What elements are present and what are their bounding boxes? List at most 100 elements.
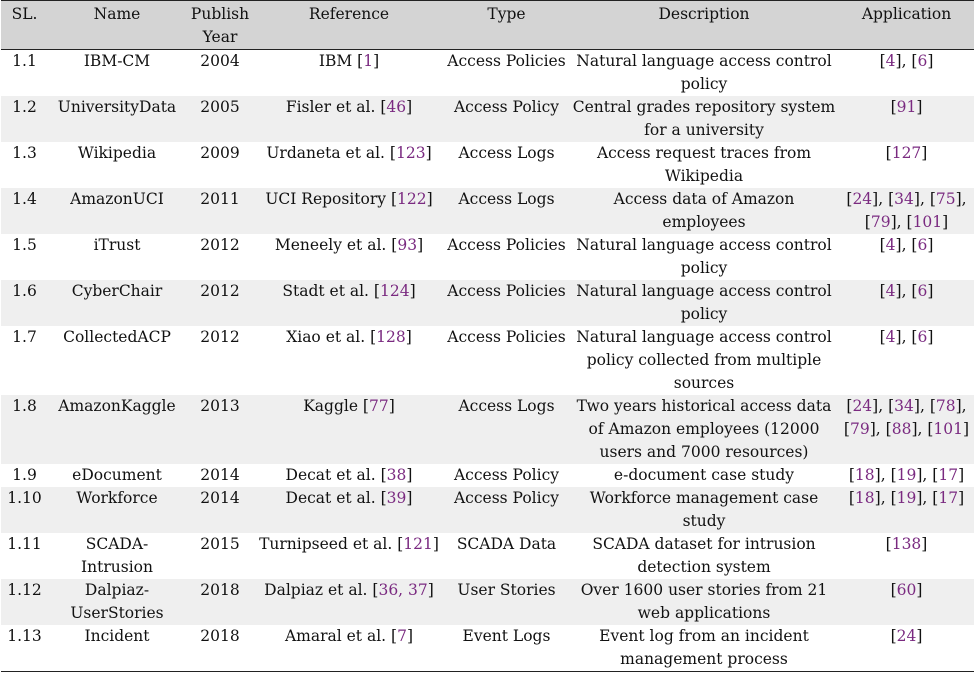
table-row: 1.4 AmazonUCI 2011 UCI Repository [122] Acce… (1, 188, 974, 234)
cell-type: SCADA Data (456, 535, 557, 553)
cell-reference: Decat et al. [38] (285, 466, 413, 484)
application-citation-link[interactable]: 19 (896, 466, 917, 484)
cell-sl: 1.10 (7, 489, 42, 507)
cell-name: eDocument (72, 466, 162, 484)
cell-application: [24], [34], [78], [79], [88], [101] (843, 397, 970, 438)
table-header: SL. Name Publish Year Reference Type Des… (1, 0, 974, 50)
cell-reference: Urdaneta et al. [123] (266, 144, 432, 162)
reference-citation-link[interactable]: 121 (403, 535, 433, 553)
application-citation-link[interactable]: 78 (935, 397, 956, 415)
cell-reference: Dalpiaz et al. [36, 37] (264, 581, 434, 599)
reference-citation-link[interactable]: 39 (386, 489, 407, 507)
header-row: SL. Name Publish Year Reference Type Des… (1, 0, 974, 50)
cell-sl: 1.9 (12, 466, 37, 484)
application-citation-link[interactable]: 4 (885, 52, 896, 70)
application-citation-link[interactable]: 18 (854, 489, 875, 507)
cell-type: Access Policies (447, 236, 566, 254)
application-citation-link[interactable]: 127 (891, 144, 922, 162)
table-body: 1.1 IBM-CM 2004 IBM [1] Access Policies Natur… (1, 50, 974, 672)
application-citation-link[interactable]: 75 (935, 190, 956, 208)
table-row: 1.7 CollectedACP 2012 Xiao et al. [128] Acce… (1, 326, 974, 395)
application-citation-link[interactable]: 17 (938, 489, 959, 507)
reference-citation-link[interactable]: 38 (386, 466, 407, 484)
cell-application: [18], [19], [17] (848, 466, 965, 484)
cell-year: 2013 (200, 397, 240, 415)
reference-text: Amaral et al. (284, 627, 387, 645)
reference-citation-link[interactable]: 77 (368, 397, 389, 415)
header-publish-year: Publish Year (190, 5, 250, 46)
cell-name: Workforce (76, 489, 158, 507)
cell-description: Event log from an incident management pr… (599, 627, 809, 668)
reference-citation-link[interactable]: 93 (397, 236, 418, 254)
cell-description: Two years historical access data of Amaz… (576, 397, 832, 461)
application-citation-link[interactable]: 60 (896, 581, 917, 599)
application-citation-link[interactable]: 24 (896, 627, 917, 645)
reference-citation-link[interactable]: 122 (397, 190, 427, 208)
reference-citation-link[interactable]: 128 (376, 328, 406, 346)
application-citation-link[interactable]: 34 (894, 397, 914, 415)
cell-application: [138] (885, 535, 928, 553)
cell-application: [24], [34], [75], [79], [101] (846, 190, 967, 231)
cell-year: 2005 (200, 98, 240, 116)
reference-citation-link[interactable]: 46 (386, 98, 407, 116)
reference-citation-link[interactable]: 124 (379, 282, 410, 300)
cell-name: AmazonUCI (70, 190, 164, 208)
application-citation-link[interactable]: 79 (849, 420, 870, 438)
application-citation-link[interactable]: 34 (894, 190, 914, 208)
application-citation-link[interactable]: 91 (896, 98, 917, 116)
reference-citation-link[interactable]: 36, 37 (378, 581, 428, 599)
table-row: 1.5 iTrust 2012 Meneely et al. [93] Access P… (1, 234, 974, 280)
cell-description: Natural language access control policy c… (576, 328, 832, 392)
application-citation-link[interactable]: 6 (917, 328, 928, 346)
application-citation-link[interactable]: 138 (891, 535, 922, 553)
cell-year: 2018 (200, 581, 240, 599)
reference-text: Meneely et al. (274, 236, 387, 254)
table-row: 1.8 AmazonKaggle 2013 Kaggle [77] Access Log… (1, 395, 974, 464)
application-citation-link[interactable]: 4 (885, 282, 896, 300)
reference-text: UCI Repository (265, 190, 387, 208)
cell-reference: Stadt et al. [124] (282, 282, 416, 300)
application-citation-link[interactable]: 6 (917, 52, 928, 70)
reference-text: Turnipseed et al. (259, 535, 393, 553)
cell-sl: 1.7 (12, 328, 37, 346)
header-description: Description (658, 5, 750, 23)
cell-reference: Kaggle [77] (303, 397, 395, 415)
cell-type: Access Policy (453, 466, 560, 484)
cell-sl: 1.3 (12, 144, 37, 162)
application-citation-link[interactable]: 6 (917, 236, 928, 254)
cell-year: 2004 (200, 52, 240, 70)
application-citation-link[interactable]: 24 (852, 190, 873, 208)
cell-application: [127] (885, 144, 928, 162)
application-citation-link[interactable]: 101 (933, 420, 964, 438)
cell-description: Access data of Amazon employees (613, 190, 795, 231)
reference-citation-link[interactable]: 123 (395, 144, 426, 162)
application-citation-link[interactable]: 18 (854, 466, 875, 484)
application-citation-link[interactable]: 4 (885, 236, 896, 254)
cell-reference: Fisler et al. [46] (285, 98, 413, 116)
cell-sl: 1.5 (12, 236, 37, 254)
cell-application: [18], [19], [17] (848, 489, 965, 507)
application-citation-link[interactable]: 17 (938, 466, 959, 484)
application-citation-link[interactable]: 101 (912, 213, 943, 231)
reference-text: Decat et al. (285, 466, 376, 484)
cell-description: e-document case study (613, 466, 795, 484)
application-citation-link[interactable]: 4 (885, 328, 896, 346)
application-citation-link[interactable]: 88 (891, 420, 912, 438)
cell-name: CollectedACP (63, 328, 171, 346)
cell-sl: 1.8 (12, 397, 37, 415)
reference-citation-link[interactable]: 1 (363, 52, 374, 70)
cell-type: Event Logs (462, 627, 551, 645)
reference-text: Kaggle (303, 397, 358, 415)
application-citation-link[interactable]: 6 (917, 282, 928, 300)
cell-reference: Decat et al. [39] (285, 489, 413, 507)
application-citation-link[interactable]: 24 (852, 397, 873, 415)
application-citation-link[interactable]: 79 (870, 213, 891, 231)
cell-type: Access Policies (447, 328, 566, 346)
table-row: 1.13 Incident 2018 Amaral et al. [7] Event L… (1, 625, 974, 672)
cell-application: [91] (890, 98, 923, 116)
application-citation-link[interactable]: 19 (896, 489, 917, 507)
reference-citation-link[interactable]: 7 (397, 627, 407, 645)
table-row: 1.3 Wikipedia 2009 Urdaneta et al. [123] Acc… (1, 142, 974, 188)
table-row: 1.6 CyberChair 2012 Stadt et al. [124] Acces… (1, 280, 974, 326)
